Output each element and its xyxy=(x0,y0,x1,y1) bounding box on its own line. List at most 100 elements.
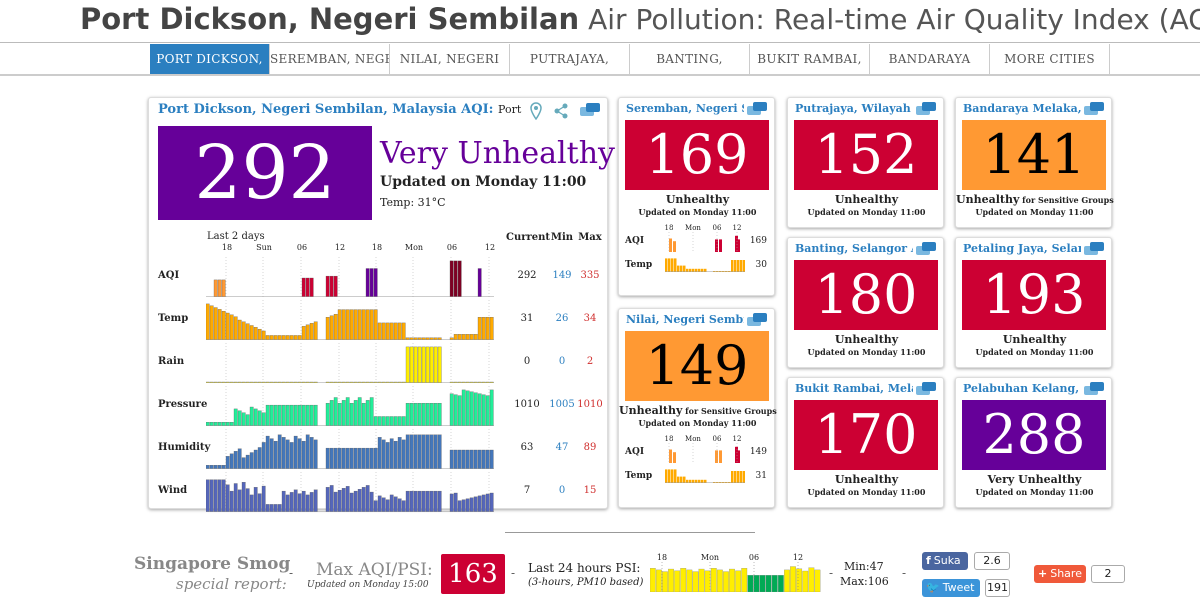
history-bar xyxy=(397,498,402,512)
chat-bubbles-icon[interactable] xyxy=(1083,241,1105,257)
history-bar xyxy=(405,337,410,340)
history-bar xyxy=(421,490,426,512)
col-max-header: Max xyxy=(578,232,602,243)
facebook-like-button[interactable]: f Suka xyxy=(922,552,968,570)
nav-tab[interactable]: NILAI, NEGERI xyxy=(390,44,510,74)
tweet-button[interactable]: 🐦 Tweet xyxy=(922,579,980,597)
history-bar xyxy=(253,449,258,469)
history-bar xyxy=(257,447,262,469)
city-name[interactable]: Pelabuhan Kelang, Sel xyxy=(963,382,1081,395)
share-button[interactable]: + Share xyxy=(1034,565,1086,583)
history-bar xyxy=(245,323,250,340)
city-card[interactable]: Petaling Jaya, Selangor 193 Unhealthy Up… xyxy=(955,237,1112,368)
main-city-title[interactable]: Port Dickson, Negeri Sembilan, Malaysia … xyxy=(158,102,523,117)
mini-bar xyxy=(674,469,677,483)
history-bar xyxy=(209,305,214,340)
chat-bubbles-icon[interactable] xyxy=(746,101,768,117)
mini-aqi-sparkline xyxy=(668,443,740,463)
city-card[interactable]: Putrajaya, Wilayah Pe 152 Unhealthy Upda… xyxy=(787,97,944,228)
city-status-main: Unhealthy xyxy=(956,193,1020,206)
city-card[interactable]: Seremban, Negeri Sem 169 Unhealthy Updat… xyxy=(618,97,775,296)
history-bar xyxy=(449,337,454,340)
history-bar xyxy=(349,403,354,426)
history-bar xyxy=(425,337,430,340)
history-bar xyxy=(421,337,426,340)
history-bar xyxy=(249,325,254,340)
facebook-icon: f xyxy=(926,554,931,567)
share-icon[interactable] xyxy=(553,102,569,120)
history-bar xyxy=(433,337,438,340)
nav-tab[interactable]: PORT DICKSON, xyxy=(150,44,270,74)
history-bar xyxy=(393,322,398,340)
city-name[interactable]: Petaling Jaya, Selangor xyxy=(963,242,1081,255)
psi-bar xyxy=(674,570,681,592)
city-aqi-status: Unhealthy for Sensitive Groups xyxy=(619,404,777,417)
history-bar xyxy=(265,435,270,469)
nav-tab[interactable]: MORE CITIES xyxy=(990,44,1110,74)
mini-bar xyxy=(680,476,683,483)
mini-aqi-value: 169 xyxy=(749,236,767,246)
history-bar xyxy=(485,493,490,512)
nav-tab[interactable]: BUKIT RAMBAI, xyxy=(750,44,870,74)
history-bar xyxy=(209,465,214,469)
mini-bar xyxy=(671,469,674,483)
city-aqi-status: Unhealthy xyxy=(788,333,945,346)
chat-bubbles-icon[interactable] xyxy=(915,381,937,397)
history-bar xyxy=(453,334,458,340)
nav-tab[interactable]: BANTING, xyxy=(630,44,750,74)
history-bar xyxy=(325,447,330,469)
history-bar xyxy=(269,504,274,512)
mini-bar xyxy=(689,268,692,272)
singapore-smog-title[interactable]: Singapore Smog xyxy=(134,554,291,574)
main-city-name: Port Dickson, Negeri Sembilan, Malaysia … xyxy=(158,102,494,117)
map-pin-icon[interactable] xyxy=(529,102,543,120)
chat-bubbles-icon[interactable] xyxy=(915,241,937,257)
history-bar xyxy=(385,442,390,469)
city-updated-time: Updated on Monday 11:00 xyxy=(807,207,926,217)
city-card[interactable]: Pelabuhan Kelang, Sel 288 Very Unhealthy… xyxy=(955,377,1112,508)
history-bar xyxy=(429,346,434,383)
history-bar xyxy=(489,492,494,512)
mini-bar xyxy=(719,450,722,463)
mini-bar xyxy=(731,471,734,483)
city-name[interactable]: Bukit Rambai, Melaka xyxy=(795,382,913,395)
city-card[interactable]: Banting, Selangor Air I 180 Unhealthy Up… xyxy=(787,237,944,368)
history-bar xyxy=(381,322,386,340)
city-card[interactable]: Bandaraya Melaka, Me 141 Unhealthy for S… xyxy=(955,97,1114,228)
nav-tab[interactable]: PUTRAJAYA, xyxy=(510,44,630,74)
history-bar xyxy=(465,449,470,469)
city-name[interactable]: Putrajaya, Wilayah Pe xyxy=(795,102,913,115)
history-bar xyxy=(429,337,434,340)
history-row-label: Wind xyxy=(158,485,188,496)
chat-bubbles-icon[interactable] xyxy=(915,101,937,117)
history-bar xyxy=(425,434,430,469)
history-bar xyxy=(425,403,430,426)
psi-bar xyxy=(650,568,656,592)
psi-max: Max:106 xyxy=(840,575,889,588)
history-sparkline xyxy=(206,300,494,340)
psi-min: Min:47 xyxy=(844,560,884,573)
mini-temp-sparkline xyxy=(665,258,745,272)
city-name[interactable]: Seremban, Negeri Sem xyxy=(626,102,744,115)
city-card[interactable]: Nilai, Negeri Sembilar 149 Unhealthy for… xyxy=(618,308,777,508)
history-bar xyxy=(225,456,230,469)
city-name[interactable]: Bandaraya Melaka, Me xyxy=(963,102,1081,115)
chat-bubbles-icon[interactable] xyxy=(746,312,768,328)
chat-bubbles-icon[interactable] xyxy=(579,102,601,118)
nav-tab[interactable]: BANDARAYA xyxy=(870,44,990,74)
city-name[interactable]: Banting, Selangor Air I xyxy=(795,242,913,255)
history-bar xyxy=(389,322,394,340)
history-bar xyxy=(261,485,266,512)
psi-bar xyxy=(686,569,693,592)
chat-bubbles-icon[interactable] xyxy=(1083,101,1105,117)
city-aqi-status: Unhealthy xyxy=(619,193,776,206)
nav-tab[interactable]: SEREMBAN, NEGERI xyxy=(270,44,390,74)
city-card[interactable]: Bukit Rambai, Melaka 170 Unhealthy Updat… xyxy=(787,377,944,508)
city-updated-time: Updated on Monday 11:00 xyxy=(975,487,1094,497)
history-current-value: 1010 xyxy=(514,399,540,410)
history-bar xyxy=(405,490,410,512)
city-name[interactable]: Nilai, Negeri Sembilar xyxy=(626,313,744,326)
mini-bar xyxy=(665,469,668,483)
history-bar xyxy=(409,346,414,383)
chat-bubbles-icon[interactable] xyxy=(1083,381,1105,397)
